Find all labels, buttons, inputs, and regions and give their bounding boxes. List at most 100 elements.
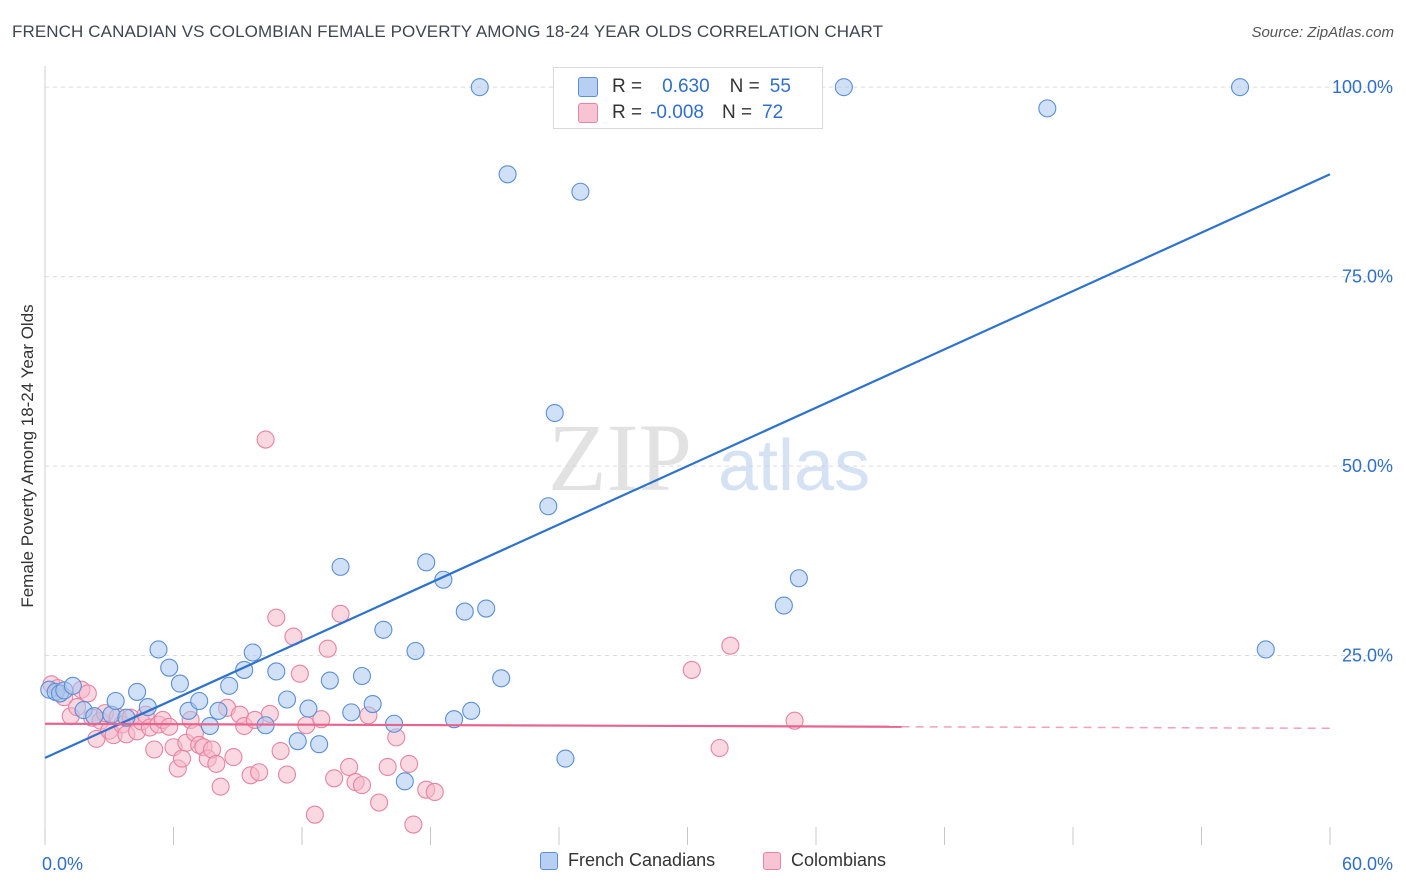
point-french-canadian [170,674,189,693]
point-french-canadian [834,78,853,97]
point-colombian [145,740,164,759]
point-french-canadian [1038,99,1057,118]
point-colombian [160,717,179,736]
r-value: 0.630 [662,76,710,97]
point-colombian [256,430,275,449]
point-french-canadian [160,658,179,677]
point-colombian [224,748,243,767]
stats-row-french-canadians: R = 0.630 N = 55 [578,74,791,100]
point-colombian [682,660,701,679]
point-colombian [211,777,230,796]
legend-swatch-pink [763,851,781,870]
point-french-canadian [331,557,350,576]
point-colombian [378,757,397,776]
point-colombian [277,765,297,784]
point-colombian [305,805,324,824]
chart-title: FRENCH CANADIAN VS COLOMBIAN FEMALE POVE… [12,22,884,41]
blue-swatch [578,77,598,97]
point-colombian [173,749,192,768]
point-french-canadian [374,620,393,639]
point-french-canadian [539,497,558,516]
trend-layer [44,173,1331,759]
point-french-canadian [556,749,575,768]
point-french-canadian [190,691,209,711]
point-french-canadian [789,569,808,588]
legend-item-french-canadians[interactable]: French Canadians [540,850,715,871]
point-french-canadian [455,602,474,621]
y-axis-label: Female Poverty Among 18-24 Year Olds [18,304,37,607]
point-colombian [267,608,286,627]
watermark-zip: ZIP [548,404,692,511]
grid-layer [45,86,1392,657]
point-colombian [404,815,423,834]
stats-row-colombians: R = -0.008 N = 72 [578,100,783,126]
point-french-canadian [445,710,464,729]
correlation-stats-box: R = 0.630 N = 55 R = -0.008 N = 72 [553,67,823,129]
points-layer [40,78,1275,834]
point-french-canadian [470,78,489,97]
point-french-canadian [774,596,793,615]
point-colombian [340,757,359,776]
point-french-canadian [406,641,425,661]
point-french-canadian [417,553,436,572]
point-french-canadian [342,703,361,722]
y-tick-label: 25.0% [1342,646,1393,666]
point-french-canadian [200,716,219,736]
point-french-canadian [498,165,517,184]
point-french-canadian [1256,640,1275,659]
tick-label-layer: 25.0% 50.0% 75.0% 100.0% 0.0% 60.0% [42,77,1393,874]
point-colombian [710,738,729,758]
point-colombian [400,754,419,773]
point-french-canadian [277,690,297,709]
source-label: Source: ZipAtlas.com [1251,24,1394,41]
y-tick-label: 50.0% [1342,456,1393,476]
watermark: ZIP atlas [548,404,870,511]
axes-layer [44,66,1331,845]
n-value: 72 [762,102,784,123]
point-french-canadian [477,599,496,618]
point-french-canadian [492,669,511,688]
point-french-canadian [106,691,125,711]
trend-line-colombians [44,722,902,728]
x-tick-label: 0.0% [42,854,83,874]
point-french-canadian [267,662,286,681]
legend-swatch-blue [540,851,558,870]
point-colombian [325,769,344,788]
n-value: 55 [769,76,791,97]
point-french-canadian [149,640,168,659]
point-colombian [352,776,372,795]
point-french-canadian [363,694,382,714]
point-french-canadian [299,699,318,718]
r-label: R = [612,102,643,123]
point-french-canadian [385,714,404,733]
point-french-canadian [288,732,307,751]
point-french-canadian [320,671,339,690]
point-french-canadian [1231,78,1250,97]
r-label: R = [612,76,643,97]
legend-label: French Canadians [568,850,716,870]
x-tick-label: 60.0% [1342,854,1393,874]
point-colombian [290,664,309,683]
pink-swatch [578,103,598,123]
point-french-canadian [545,403,564,423]
point-colombian [331,604,350,623]
y-tick-label: 100.0% [1332,77,1393,97]
point-french-canadian [395,772,414,791]
watermark-atlas: atlas [718,426,870,506]
trend-line-french-canadians [44,173,1331,759]
point-french-canadian [243,643,262,662]
point-colombian [721,636,740,655]
point-french-canadian [571,182,590,201]
point-colombian [312,710,331,729]
point-french-canadian [63,676,82,695]
point-french-canadian [128,682,147,701]
point-french-canadian [220,676,239,695]
point-french-canadian [209,701,228,720]
n-label: N = [729,76,760,97]
point-colombian [785,711,804,730]
legend-item-colombians[interactable]: Colombians [763,850,886,871]
trend-line-colombians-extension [901,726,1331,730]
chart-legend: French Canadians Colombians [0,850,1406,880]
n-label: N = [721,102,753,123]
